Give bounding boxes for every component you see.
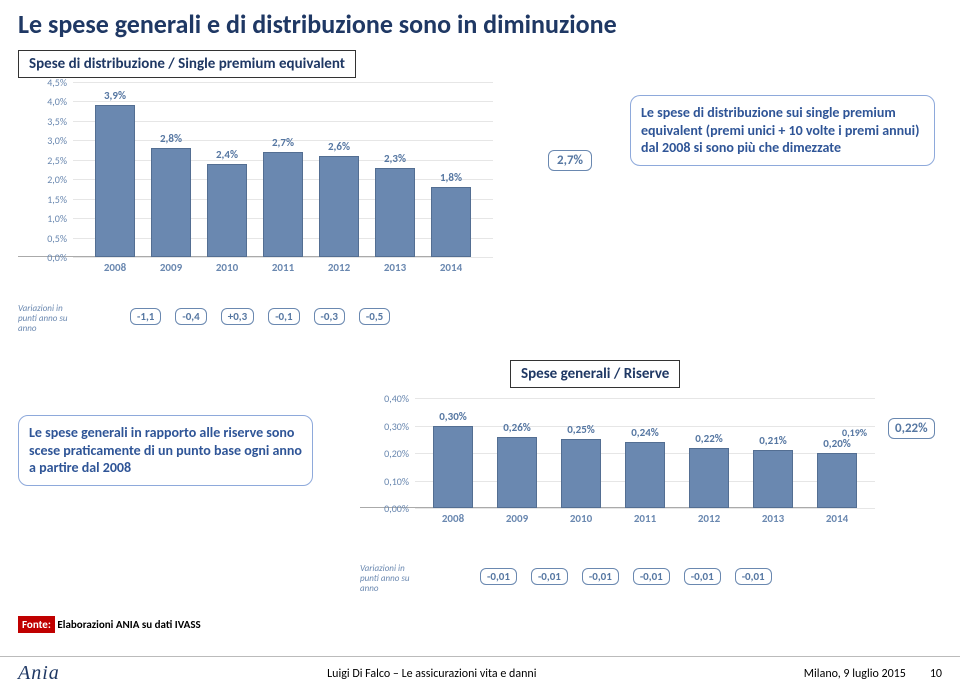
chart2-extra-label: 0,19% [842,426,867,439]
x-tick-label: 2011 [625,512,665,525]
y-tick-label: 0,40% [360,392,409,405]
x-tick-label: 2010 [207,261,247,274]
chart1-last-value-pill: 2,7% [548,150,592,171]
x-tick-label: 2011 [263,261,303,274]
bar-value-label: 2,7% [263,136,303,149]
variation-pill: -0,01 [480,568,517,585]
y-tick-label: 2,0% [18,173,67,186]
y-tick-label: 1,0% [18,212,67,225]
gridline [73,82,493,83]
x-tick-label: 2012 [319,261,359,274]
bar [561,439,601,508]
bar [151,148,191,257]
gridline [73,257,493,258]
chart1-bar-chart: 0,0%0,5%1,0%1,5%2,0%2,5%3,0%3,5%4,0%4,5%… [18,82,518,292]
chart2-variation-caption: Variazioni in punti anno su anno [360,564,415,594]
x-tick-label: 2010 [561,512,601,525]
footer-page: 10 [930,667,942,681]
bar-value-label: 2,3% [375,152,415,165]
gridline [73,121,493,122]
bar [625,442,665,508]
y-tick-label: 0,30% [360,420,409,433]
variation-pill: -0,01 [684,568,721,585]
bar-value-label: 3,9% [95,89,135,102]
chart2-title-box: Spese generali / Riserve [510,360,680,388]
footer-date: Milano, 9 luglio 2015 [804,667,906,681]
slide-title: Le spese generali e di distribuzione son… [0,0,960,40]
callout-left: Le spese generali in rapporto alle riser… [18,415,313,486]
bar [431,187,471,257]
chart1-variation-row: -1,1 -0,4 +0,3 -0,1 -0,3 -0,5 [130,308,390,325]
bar [497,437,537,509]
y-tick-label: 0,00% [360,502,409,515]
bar-value-label: 0,22% [689,432,729,445]
chart2-variation-row: -0,01 -0,01 -0,01 -0,01 -0,01 -0,01 [480,568,772,585]
source-line: Fonte: Elaborazioni ANIA su dati IVASS [18,618,201,631]
source-lead: Fonte: [18,616,55,633]
variation-pill: +0,3 [221,308,254,325]
variation-pill: -0,4 [175,308,206,325]
x-tick-label: 2009 [497,512,537,525]
y-tick-label: 0,10% [360,475,409,488]
bar-value-label: 0,24% [625,426,665,439]
bar-value-label: 2,4% [207,148,247,161]
bar-value-label: 0,26% [497,421,537,434]
variation-pill: -0,3 [314,308,345,325]
bar-value-label: 2,8% [151,132,191,145]
y-tick-label: 0,0% [18,251,67,264]
footer-center: Luigi Di Falco – Le assicurazioni vita e… [78,667,786,681]
variation-pill: -0,01 [582,568,619,585]
x-tick-label: 2008 [433,512,473,525]
footer-logo: Ania [18,662,60,685]
y-tick-label: 0,20% [360,447,409,460]
gridline [415,398,875,399]
y-tick-label: 0,5% [18,232,67,245]
variation-pill: -0,01 [735,568,772,585]
bar [753,450,793,508]
chart2-last-value-pill: 0,22% [888,418,935,439]
slide-footer: Ania Luigi Di Falco – Le assicurazioni v… [0,656,960,690]
callout-right: Le spese di distribuzione sui single pre… [630,95,935,166]
bar [319,156,359,257]
bar-value-label: 0,25% [561,423,601,436]
y-tick-label: 3,5% [18,115,67,128]
variation-pill: -0,01 [531,568,568,585]
bar-value-label: 1,8% [431,171,471,184]
x-tick-label: 2014 [817,512,857,525]
chart2-bar-chart: 0,00%0,10%0,20%0,30%0,40%0,30%20080,26%2… [360,398,920,548]
variation-pill: -0,01 [633,568,670,585]
bar [375,168,415,257]
y-tick-label: 4,5% [18,76,67,89]
x-tick-label: 2013 [375,261,415,274]
y-tick-label: 3,0% [18,134,67,147]
x-tick-label: 2012 [689,512,729,525]
x-tick-label: 2008 [95,261,135,274]
bar [207,164,247,257]
variation-pill: -0,1 [268,308,299,325]
y-tick-label: 1,5% [18,193,67,206]
variation-pill: -1,1 [130,308,161,325]
chart1-title-box: Spese di distribuzione / Single premium … [18,50,356,78]
bar-value-label: 0,30% [433,410,473,423]
y-tick-label: 2,5% [18,154,67,167]
bar [433,426,473,509]
y-tick-label: 4,0% [18,95,67,108]
bar [263,152,303,257]
bar [95,105,135,257]
x-tick-label: 2013 [753,512,793,525]
bar-value-label: 2,6% [319,140,359,153]
source-text: Elaborazioni ANIA su dati IVASS [55,618,201,631]
chart1-variation-caption: Variazioni in punti anno su anno [18,304,73,334]
bar [689,448,729,509]
gridline [415,508,875,509]
variation-pill: -0,5 [359,308,390,325]
bar [817,453,857,508]
x-tick-label: 2009 [151,261,191,274]
gridline [73,101,493,102]
bar-value-label: 0,21% [753,434,793,447]
x-tick-label: 2014 [431,261,471,274]
